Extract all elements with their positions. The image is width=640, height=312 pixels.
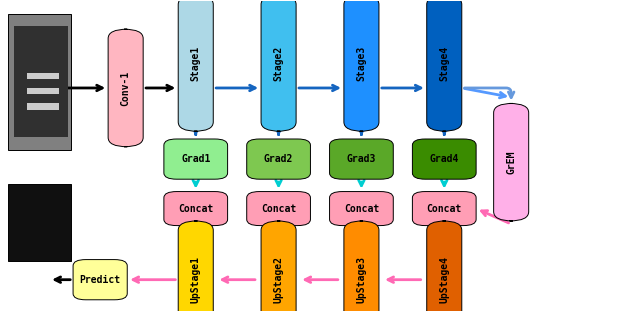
- Text: Concat: Concat: [261, 203, 296, 214]
- FancyBboxPatch shape: [344, 0, 379, 131]
- Text: Stage4: Stage4: [439, 46, 449, 81]
- Text: Concat: Concat: [344, 203, 379, 214]
- FancyBboxPatch shape: [261, 0, 296, 131]
- Text: UpStage1: UpStage1: [191, 256, 201, 303]
- FancyBboxPatch shape: [8, 184, 72, 261]
- FancyBboxPatch shape: [493, 104, 529, 221]
- FancyBboxPatch shape: [14, 26, 68, 138]
- FancyBboxPatch shape: [412, 192, 476, 226]
- FancyBboxPatch shape: [344, 221, 379, 312]
- Text: Concat: Concat: [427, 203, 462, 214]
- FancyBboxPatch shape: [427, 221, 462, 312]
- Text: Grad4: Grad4: [429, 154, 459, 164]
- Text: Predict: Predict: [79, 275, 121, 285]
- FancyBboxPatch shape: [330, 139, 394, 179]
- FancyBboxPatch shape: [412, 139, 476, 179]
- Text: UpStage3: UpStage3: [356, 256, 367, 303]
- FancyBboxPatch shape: [246, 192, 310, 226]
- FancyBboxPatch shape: [261, 221, 296, 312]
- Text: Conv-1: Conv-1: [121, 70, 131, 105]
- FancyBboxPatch shape: [178, 221, 213, 312]
- FancyBboxPatch shape: [330, 192, 394, 226]
- Text: Concat: Concat: [178, 203, 213, 214]
- FancyBboxPatch shape: [27, 88, 59, 94]
- Text: Stage3: Stage3: [356, 46, 367, 81]
- FancyBboxPatch shape: [164, 139, 228, 179]
- Text: UpStage2: UpStage2: [273, 256, 284, 303]
- Text: Stage1: Stage1: [191, 46, 201, 81]
- Text: Grad1: Grad1: [181, 154, 211, 164]
- FancyBboxPatch shape: [246, 139, 310, 179]
- FancyBboxPatch shape: [427, 0, 462, 131]
- Text: Stage2: Stage2: [273, 46, 284, 81]
- FancyBboxPatch shape: [27, 72, 59, 79]
- Text: GrEM: GrEM: [506, 150, 516, 174]
- FancyBboxPatch shape: [73, 260, 127, 300]
- FancyBboxPatch shape: [164, 192, 228, 226]
- Text: Grad2: Grad2: [264, 154, 293, 164]
- Text: UpStage4: UpStage4: [439, 256, 449, 303]
- FancyBboxPatch shape: [108, 29, 143, 147]
- FancyBboxPatch shape: [27, 104, 59, 110]
- Text: Grad3: Grad3: [347, 154, 376, 164]
- FancyBboxPatch shape: [8, 14, 72, 150]
- FancyBboxPatch shape: [178, 0, 213, 131]
